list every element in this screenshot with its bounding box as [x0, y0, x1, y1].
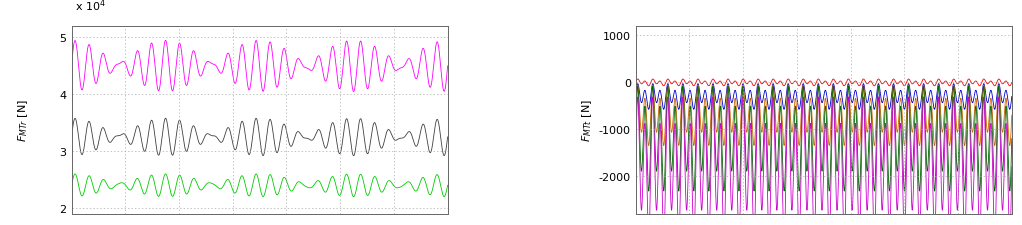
Text: $F_{MTr}$ [N]: $F_{MTr}$ [N] [15, 99, 30, 142]
Text: x 10$^4$: x 10$^4$ [76, 0, 106, 14]
Text: $F_{MTt}$ [N]: $F_{MTt}$ [N] [579, 99, 594, 142]
